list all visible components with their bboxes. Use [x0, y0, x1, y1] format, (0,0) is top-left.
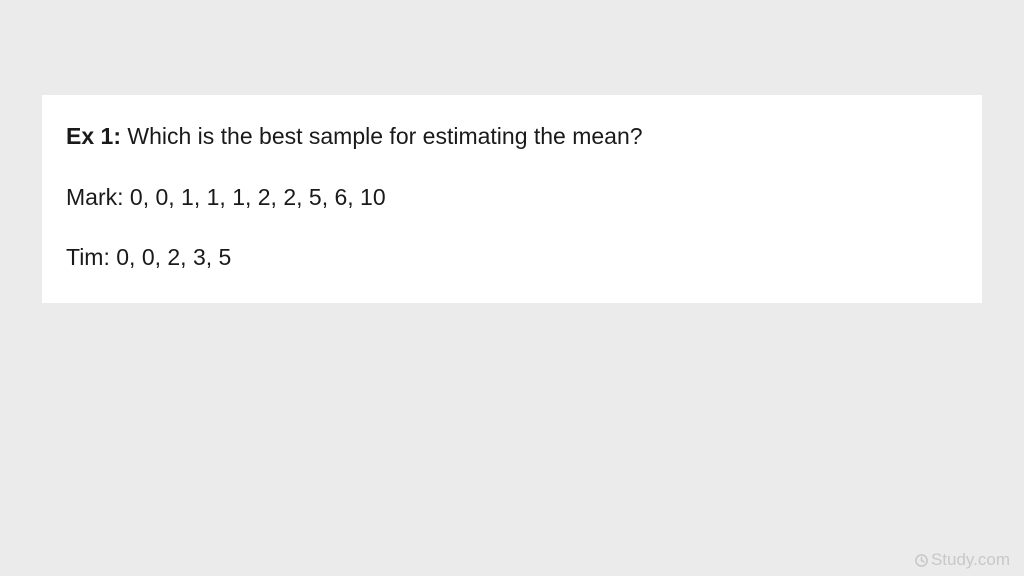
sample-name-tim: Tim: [66, 244, 103, 270]
sample-colon-mark: :: [117, 184, 130, 210]
sample-line-tim: Tim: 0, 0, 2, 3, 5: [66, 240, 958, 275]
sample-values-mark: 0, 0, 1, 1, 1, 2, 2, 5, 6, 10: [130, 184, 386, 210]
sample-values-tim: 0, 0, 2, 3, 5: [116, 244, 231, 270]
sample-line-mark: Mark: 0, 0, 1, 1, 1, 2, 2, 5, 6, 10: [66, 180, 958, 215]
watermark-text: Study.com: [931, 550, 1010, 570]
sample-colon-tim: :: [103, 244, 116, 270]
question-text: Which is the best sample for estimating …: [127, 123, 642, 149]
question-line: Ex 1: Which is the best sample for estim…: [66, 119, 958, 154]
watermark-icon: [914, 553, 929, 568]
watermark: Study.com: [914, 550, 1010, 570]
sample-name-mark: Mark: [66, 184, 117, 210]
example-label: Ex 1:: [66, 123, 121, 149]
content-box: Ex 1: Which is the best sample for estim…: [42, 95, 982, 303]
